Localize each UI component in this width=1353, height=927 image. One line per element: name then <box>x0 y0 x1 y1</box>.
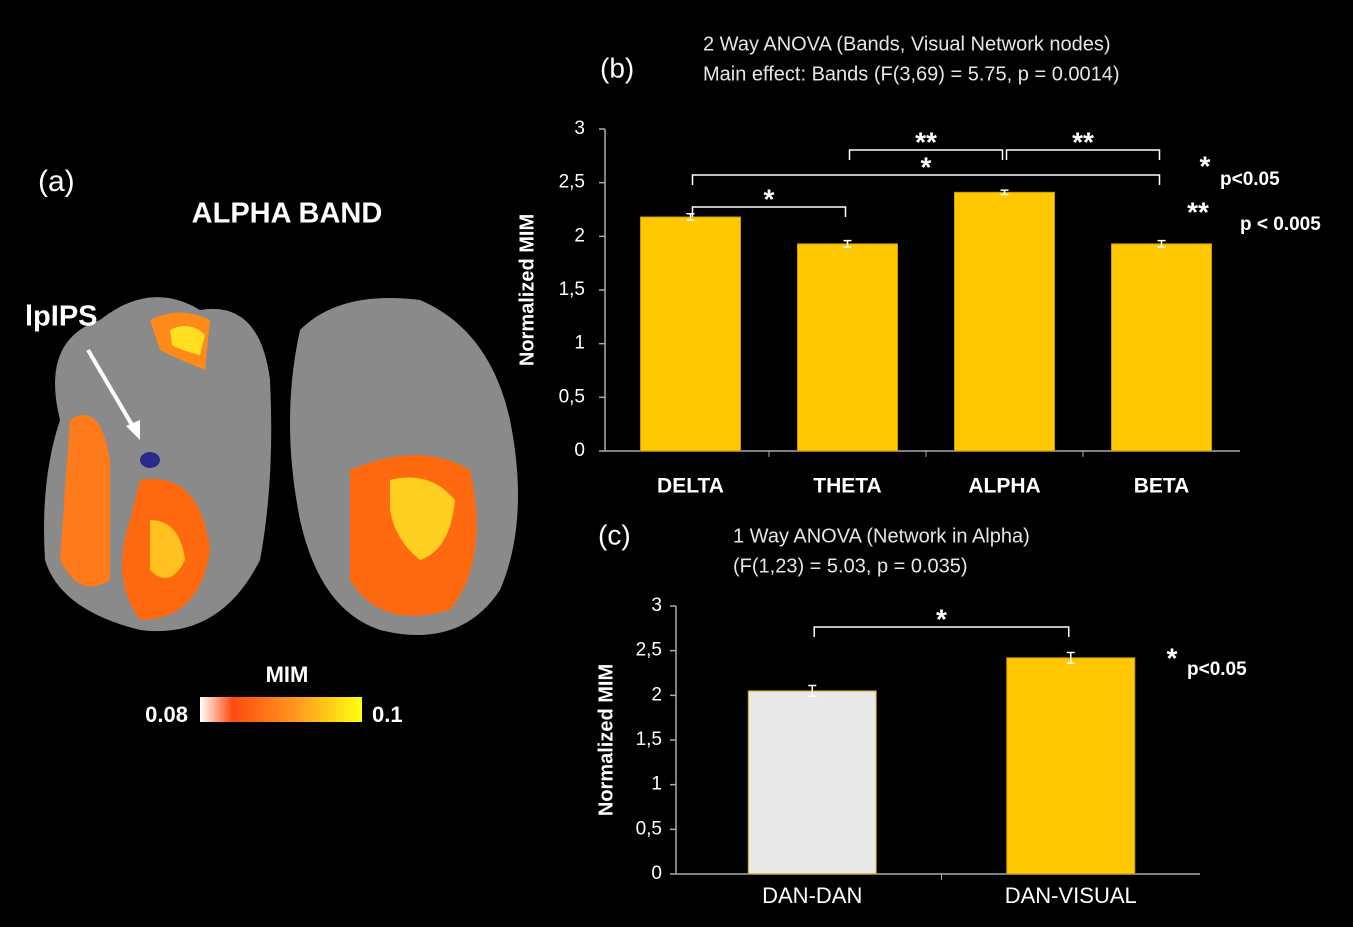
panel-title: ALPHA BAND <box>192 198 383 230</box>
x-tick-label: THETA <box>813 475 881 498</box>
y-tick-label: 3 <box>651 595 662 616</box>
y-axis-label: Normalized MIM <box>516 214 538 366</box>
bar <box>1112 244 1212 451</box>
y-tick-label: 2 <box>574 225 585 246</box>
legend-marker: * <box>1200 150 1211 181</box>
colorbar-min: 0.08 <box>145 702 188 727</box>
y-tick-label: 0,5 <box>559 386 585 407</box>
y-tick-label: 2,5 <box>636 640 662 661</box>
significance-label: * <box>936 603 947 634</box>
colorbar <box>200 697 362 722</box>
brain-illustration <box>44 297 518 722</box>
colorbar-max: 0.1 <box>372 702 403 727</box>
y-tick-label: 1,5 <box>559 279 585 300</box>
y-tick-label: 1 <box>574 333 585 354</box>
x-tick-label: BETA <box>1134 475 1190 498</box>
legend-marker: ** <box>1187 196 1209 227</box>
legend-text: p < 0.005 <box>1240 214 1321 235</box>
legend-text: p<0.05 <box>1187 659 1247 680</box>
y-axis-label: Normalized MIM <box>595 664 617 816</box>
panel-label: (b) <box>600 52 634 83</box>
y-tick-label: 0 <box>651 863 662 884</box>
y-tick-label: 2,5 <box>559 172 585 193</box>
chart-title: 1 Way ANOVA (Network in Alpha) <box>733 525 1030 547</box>
significance-label: * <box>764 183 775 214</box>
y-tick-label: 3 <box>574 118 585 139</box>
y-tick-label: 0,5 <box>636 818 662 839</box>
x-tick-label: DAN-DAN <box>762 883 862 908</box>
bar <box>1007 658 1135 874</box>
x-tick-label: ALPHA <box>968 475 1040 498</box>
legend-marker: * <box>1167 642 1178 673</box>
legend-text: p<0.05 <box>1220 169 1280 190</box>
chart-title: 2 Way ANOVA (Bands, Visual Network nodes… <box>703 33 1111 55</box>
chart-subtitle: Main effect: Bands (F(3,69) = 5.75, p = … <box>703 63 1120 85</box>
y-tick-label: 2 <box>651 684 662 705</box>
figure: (a) ALPHA BAND lpIPS MIM 0.08 0.1 (b) 2 W… <box>0 0 1353 927</box>
significance-label: ** <box>1072 126 1094 157</box>
y-tick-label: 0 <box>574 440 585 461</box>
bar <box>641 217 741 451</box>
roi-dot <box>140 452 160 468</box>
bar <box>955 192 1055 451</box>
bar <box>798 244 898 451</box>
x-tick-label: DELTA <box>657 475 724 498</box>
panel-label: (c) <box>598 519 631 550</box>
bar <box>748 691 876 874</box>
annotation: lpIPS <box>25 301 98 333</box>
colorbar-title: MIM <box>266 662 309 687</box>
chart-subtitle: (F(1,23) = 5.03, p = 0.035) <box>733 555 968 577</box>
significance-label: * <box>921 151 932 182</box>
panel-label: (a) <box>38 165 75 198</box>
y-tick-label: 1,5 <box>636 729 662 750</box>
x-tick-label: DAN-VISUAL <box>1005 883 1137 908</box>
y-tick-label: 1 <box>651 774 662 795</box>
